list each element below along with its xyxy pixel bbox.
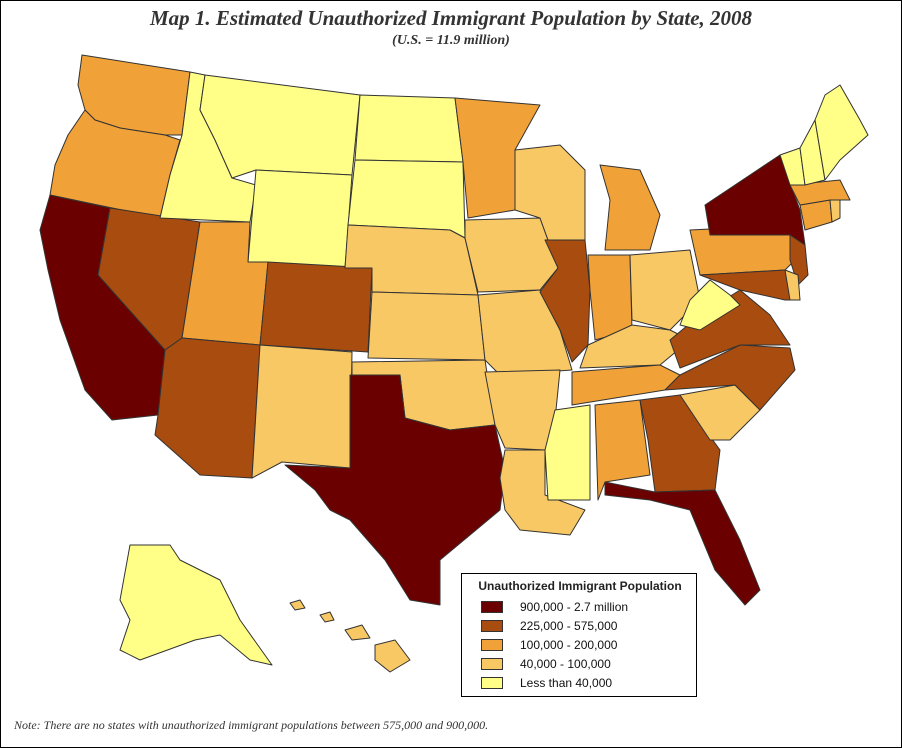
legend-label: 225,000 - 575,000	[520, 619, 618, 633]
map-title: Map 1. Estimated Unauthorized Immigrant …	[149, 6, 753, 30]
legend: Unauthorized Immigrant Population 900,00…	[461, 573, 697, 697]
state-ak	[119, 544, 273, 666]
state-co	[259, 261, 373, 353]
state-fl	[604, 481, 761, 606]
state-ri	[829, 199, 841, 223]
state-la	[499, 449, 586, 536]
state-ks	[367, 291, 486, 361]
legend-swatch	[481, 601, 503, 613]
state-tx	[284, 374, 506, 606]
state-nm	[251, 344, 353, 479]
state-wy	[247, 169, 353, 269]
state-mo	[477, 289, 573, 376]
legend-swatch	[481, 620, 503, 632]
legend-label: 900,000 - 2.7 million	[520, 600, 629, 614]
state-al	[594, 399, 651, 501]
state-wv	[679, 279, 741, 331]
legend-label: 40,000 - 100,000	[520, 657, 611, 671]
legend-swatch	[481, 639, 503, 651]
state-il	[539, 239, 591, 363]
state-ms	[544, 404, 591, 501]
legend-title: Unauthorized Immigrant Population	[478, 579, 682, 593]
state-nd	[354, 94, 464, 163]
state-nj	[789, 234, 809, 286]
state-de	[784, 269, 801, 301]
state-in	[587, 254, 633, 341]
state-mi	[599, 164, 661, 251]
legend-swatch	[481, 658, 503, 670]
state-sc	[679, 384, 761, 441]
state-hi	[289, 599, 411, 673]
map-subtitle: (U.S. = 11.9 million)	[392, 33, 510, 48]
state-nc	[664, 344, 796, 411]
legend-label: 100,000 - 200,000	[520, 638, 618, 652]
legend-swatch	[481, 677, 503, 689]
state-me	[814, 84, 869, 181]
footnote: Note: There are no states with unauthori…	[14, 718, 489, 732]
state-ma	[789, 179, 851, 206]
state-az	[154, 337, 261, 479]
legend-label: Less than 40,000	[520, 676, 613, 690]
